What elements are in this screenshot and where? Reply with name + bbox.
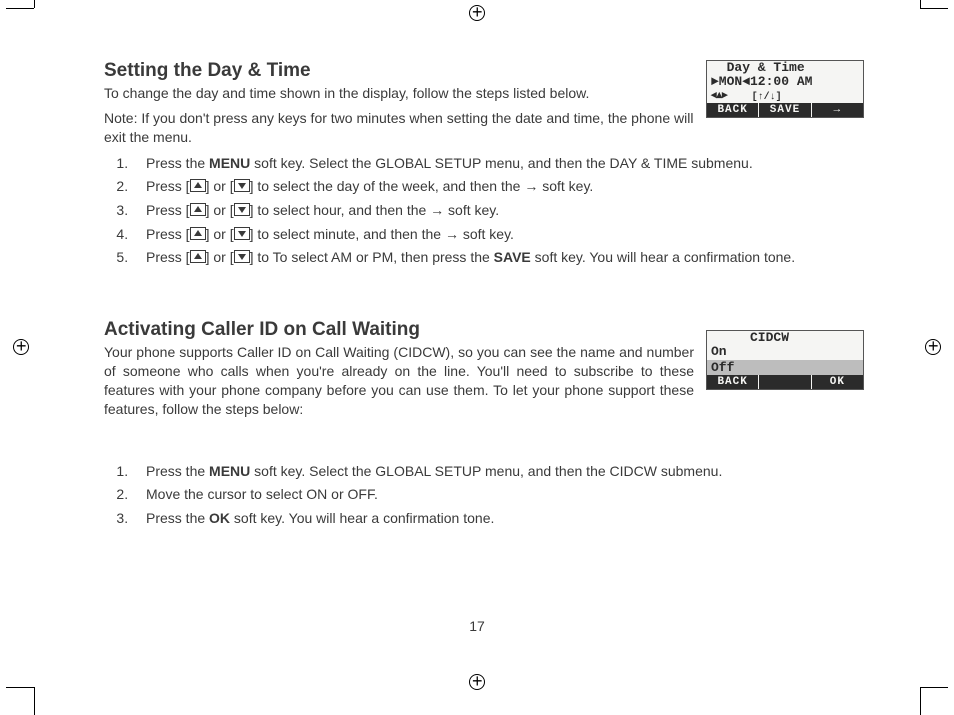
crop-mark-bl — [14, 667, 54, 707]
step-1: Press the MENU soft key. Select the GLOB… — [132, 153, 864, 175]
lcd-cidcw: CIDCW On Off BACK OK — [706, 330, 864, 390]
lcd2-softkey-ok: OK — [812, 375, 863, 389]
step-2: Press [] or [] to select the day of the … — [132, 176, 864, 198]
registration-mark-left — [12, 338, 30, 356]
lcd2-off-selected: Off — [707, 360, 863, 375]
step-4: Press [] or [] to select minute, and the… — [132, 224, 864, 246]
cidcw-step-2: Move the cursor to select ON or OFF. — [132, 484, 864, 506]
crop-mark-tl — [14, 0, 54, 28]
lcd1-softkey-save: SAVE — [759, 103, 811, 117]
up-arrow-icon — [190, 227, 206, 240]
down-arrow-icon — [234, 203, 250, 216]
step-3: Press [] or [] to select hour, and then … — [132, 200, 864, 222]
steps-cidcw: Press the MENU soft key. Select the GLOB… — [104, 461, 864, 530]
lcd1-line3: ◂▴▸ [↑/↓] — [707, 90, 863, 103]
cidcw-step-1: Press the MENU soft key. Select the GLOB… — [132, 461, 864, 483]
page-number: 17 — [0, 618, 954, 634]
intro-day-time-1: To change the day and time shown in the … — [104, 84, 694, 103]
lcd2-softkey-mid — [759, 375, 811, 389]
steps-day-time: Press the MENU soft key. Select the GLOB… — [104, 153, 864, 269]
lcd2-softkey-back: BACK — [707, 375, 759, 389]
intro-cidcw: Your phone supports Caller ID on Call Wa… — [104, 343, 694, 419]
lcd1-softkey-next: → — [812, 103, 863, 117]
lcd-day-time: Day & Time ►MON◄12:00 AM ◂▴▸ [↑/↓] BACK … — [706, 60, 864, 118]
up-arrow-icon — [190, 250, 206, 263]
lcd1-line1: Day & Time — [707, 61, 863, 75]
registration-mark-bottom — [468, 673, 486, 691]
up-arrow-icon — [190, 203, 206, 216]
lcd1-line2: ►MON◄12:00 AM — [707, 75, 863, 89]
down-arrow-icon — [234, 227, 250, 240]
intro-day-time-2: Note: If you don't press any keys for tw… — [104, 109, 694, 147]
up-arrow-icon — [190, 179, 206, 192]
lcd2-title: CIDCW — [707, 331, 863, 345]
down-arrow-icon — [234, 250, 250, 263]
cidcw-step-3: Press the OK soft key. You will hear a c… — [132, 508, 864, 530]
step-5: Press [] or [] to To select AM or PM, th… — [132, 247, 864, 269]
down-arrow-icon — [234, 179, 250, 192]
crop-mark-br — [900, 667, 940, 707]
lcd2-on: On — [707, 345, 863, 359]
lcd1-line3-text: [↑/↓] — [728, 92, 782, 103]
crop-mark-tr — [900, 0, 940, 28]
lcd2-softkeys: BACK OK — [707, 375, 863, 389]
lcd1-softkeys: BACK SAVE → — [707, 103, 863, 117]
registration-mark-right — [924, 338, 942, 356]
registration-mark-top — [468, 4, 486, 22]
page-content: Day & Time ►MON◄12:00 AM ◂▴▸ [↑/↓] BACK … — [104, 60, 864, 532]
lcd1-softkey-back: BACK — [707, 103, 759, 117]
